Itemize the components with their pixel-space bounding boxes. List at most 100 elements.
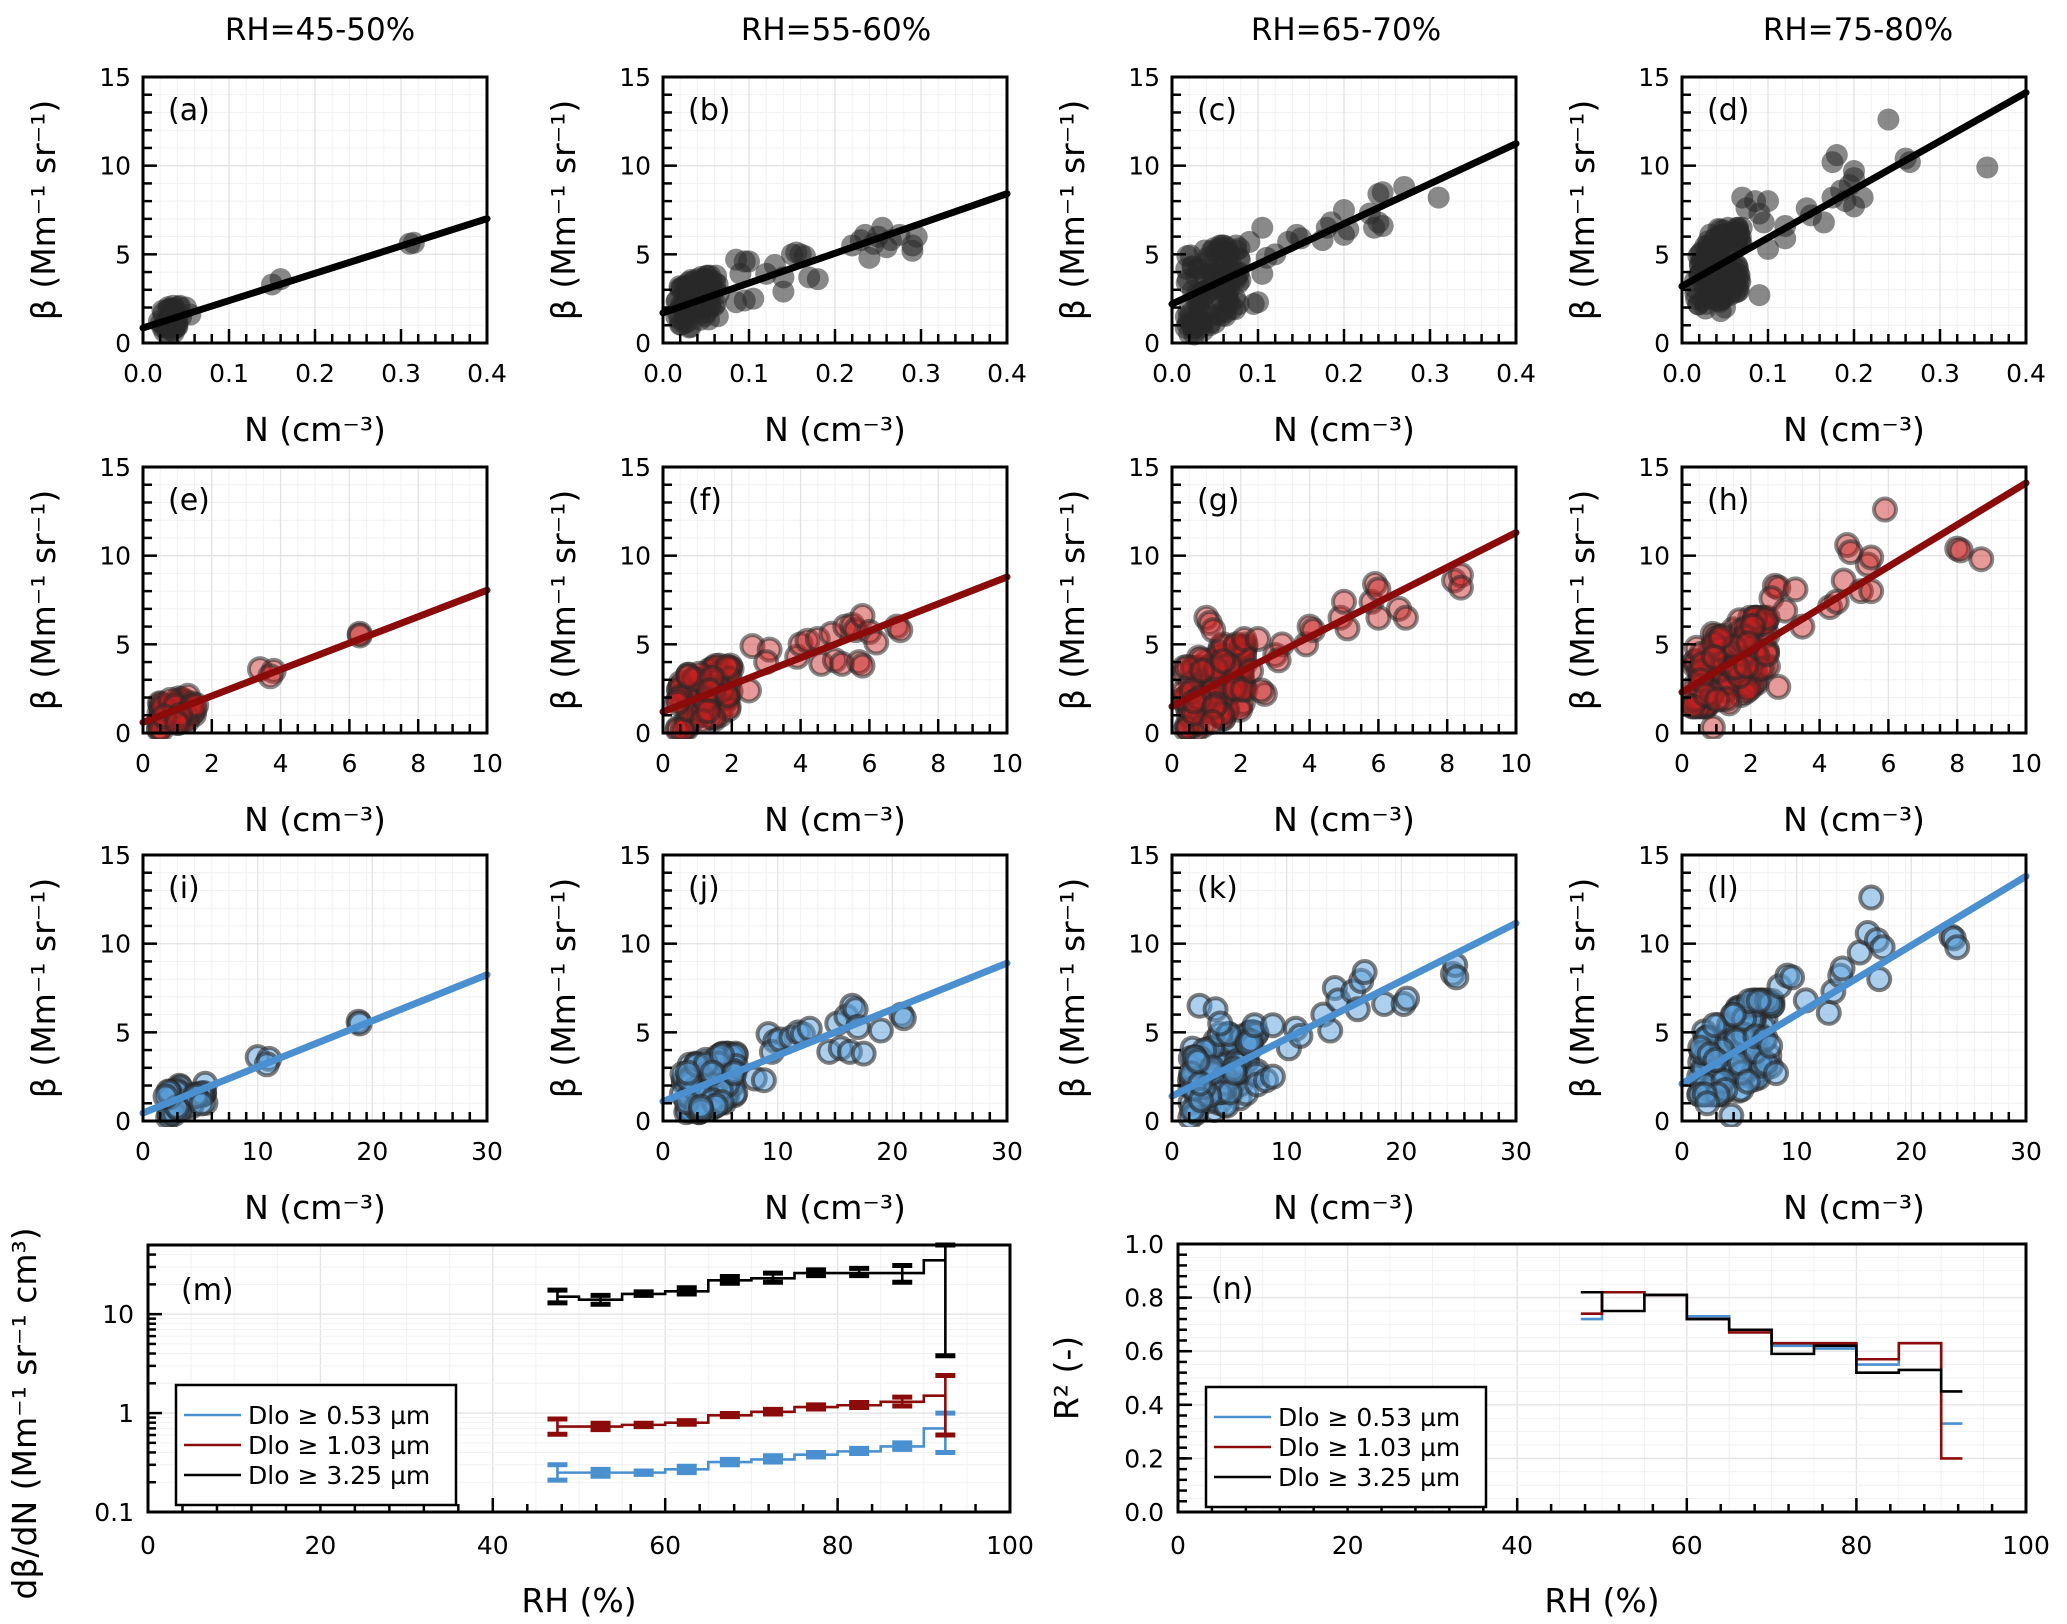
- data-point: [1869, 934, 1896, 961]
- x-tick-label: 8: [410, 749, 426, 778]
- column-titles: RH=45-50% RH=55-60% RH=65-70% RH=75-80%: [225, 12, 1953, 48]
- data-point: [1212, 234, 1235, 257]
- series-line-dlo_325: [1580, 1290, 1963, 1393]
- data-point: [1748, 284, 1771, 307]
- x-tick-label: 0.0: [1662, 359, 1702, 388]
- data-point: [1365, 604, 1392, 631]
- x-axis-label: N (cm⁻³): [1273, 410, 1415, 449]
- panel-label: (d): [1707, 93, 1749, 128]
- x-tick-label: 0.4: [1496, 359, 1536, 388]
- scatter-points: [1177, 951, 1470, 1127]
- panel-label: (b): [688, 93, 730, 128]
- panel-label: (e): [168, 483, 210, 518]
- x-tick-label: 0: [1170, 1531, 1186, 1560]
- panel-label: (f): [688, 483, 722, 518]
- x-tick-label: 20: [304, 1531, 336, 1560]
- y-tick-label: 10: [102, 1300, 134, 1329]
- data-point: [1858, 544, 1885, 571]
- panel-h: 0 2 4 6 8 10 0 5 10 15 N (cm⁻³) β (Mm⁻¹ sr⁻¹) (h): [1563, 453, 2042, 839]
- y-tick-label: 0: [635, 719, 651, 748]
- plot-frame: [1176, 1242, 2028, 1514]
- column-title-4: RH=75-80%: [1763, 12, 1953, 48]
- x-tick-label: 20: [1385, 1137, 1417, 1166]
- legend-entry: Dlo ≥ 3.25 µm: [1278, 1463, 1460, 1492]
- x-tick-label: 0: [655, 749, 671, 778]
- x-axis-label: RH (%): [521, 1581, 636, 1620]
- panel-d: 0.0 0.1 0.2 0.3 0.4 0 5 10 15 N (cm⁻³) β (Mm⁻¹ sr⁻…: [1563, 63, 2046, 449]
- data-point: [806, 268, 829, 291]
- y-tick-label: 15: [99, 63, 131, 92]
- panel-label: (i): [168, 871, 200, 906]
- y-tick-label: 5: [1144, 240, 1160, 269]
- data-point: [1858, 884, 1885, 911]
- panel-label: (a): [168, 93, 210, 128]
- x-axis-label: N (cm⁻³): [1273, 1188, 1415, 1227]
- data-point: [1812, 211, 1835, 234]
- legend-entry: Dlo ≥ 0.53 µm: [1278, 1403, 1460, 1432]
- fit-line: [139, 215, 491, 332]
- data-point: [1333, 199, 1355, 221]
- y-axis-label: β (Mm⁻¹ sr⁻¹): [24, 490, 63, 710]
- x-tick-label: 0.1: [1748, 359, 1788, 388]
- x-tick-label: 0.0: [643, 359, 683, 388]
- y-tick-label: 0: [1654, 719, 1670, 748]
- panel-n: 0 20 40 60 80 100 0.0 0.2 0.4 0.6 0.8 1.0 RH (%) R² (…: [1047, 1230, 2050, 1620]
- x-tick-label: 0: [1674, 749, 1690, 778]
- scatter-points: [145, 620, 373, 739]
- x-tick-label: 100: [2002, 1531, 2050, 1560]
- y-tick-label: 10: [99, 542, 131, 571]
- y-tick-label: 5: [115, 1018, 131, 1047]
- x-tick-label: 4: [1302, 749, 1318, 778]
- data-point: [1447, 574, 1474, 601]
- data-point: [1757, 190, 1779, 213]
- y-tick-label: 10: [1638, 152, 1670, 181]
- data-point: [1248, 677, 1275, 704]
- x-tick-label: 4: [793, 749, 809, 778]
- fit-line: [139, 971, 491, 1117]
- data-point: [1734, 1068, 1761, 1095]
- y-tick-label: 15: [1638, 841, 1670, 870]
- x-tick-label: 0.4: [467, 359, 507, 388]
- x-tick-label: 6: [1880, 749, 1896, 778]
- data-point: [1701, 1012, 1728, 1039]
- y-tick-label: 10: [1128, 152, 1160, 181]
- y-tick-label: 5: [1144, 1018, 1160, 1047]
- data-point: [1722, 225, 1745, 248]
- plot-frame: [146, 1243, 1012, 1514]
- y-axis-label: β (Mm⁻¹ sr⁻¹): [24, 100, 63, 320]
- y-tick-label: 15: [1638, 453, 1670, 482]
- fit-line: [1168, 140, 1520, 308]
- y-tick-label: 15: [1128, 841, 1160, 870]
- y-tick-label: 10: [619, 930, 651, 959]
- x-tick-label: 2: [724, 749, 740, 778]
- y-tick-label: 0: [1144, 1107, 1160, 1136]
- y-tick-label: 5: [115, 630, 131, 659]
- x-axis-label: RH (%): [1544, 1581, 1659, 1620]
- scatter-points: [152, 1008, 373, 1127]
- x-tick-label: 0.0: [1152, 359, 1192, 388]
- y-axis-label: β (Mm⁻¹ sr⁻¹): [1563, 490, 1602, 710]
- data-point: [1829, 955, 1856, 982]
- y-tick-label: 0.4: [1124, 1391, 1164, 1420]
- y-tick-label: 1.0: [1124, 1230, 1164, 1259]
- x-tick-label: 0.1: [1238, 359, 1278, 388]
- panel-label: (c): [1197, 93, 1237, 128]
- x-tick-label: 30: [2010, 1137, 2042, 1166]
- y-axis-label: β (Mm⁻¹ sr⁻¹): [1053, 490, 1092, 710]
- x-tick-label: 100: [986, 1531, 1034, 1560]
- y-tick-label: 0: [635, 329, 651, 358]
- panel-i: 0 10 20 30 0 5 10 15 N (cm⁻³) β (Mm⁻¹ sr⁻¹) (i): [24, 841, 503, 1227]
- y-tick-label: 0: [115, 329, 131, 358]
- data-point: [850, 1040, 877, 1067]
- fit-line: [1168, 529, 1520, 710]
- fit-line: [1678, 89, 2030, 290]
- data-point: [1947, 537, 1974, 564]
- y-axis-label: β (Mm⁻¹ sr⁻¹): [1053, 100, 1092, 320]
- x-tick-label: 8: [1949, 749, 1965, 778]
- x-tick-label: 2: [1233, 749, 1249, 778]
- data-point: [1877, 108, 1900, 131]
- y-tick-label: 15: [1638, 63, 1670, 92]
- data-point: [1772, 597, 1799, 624]
- data-point: [1245, 626, 1271, 653]
